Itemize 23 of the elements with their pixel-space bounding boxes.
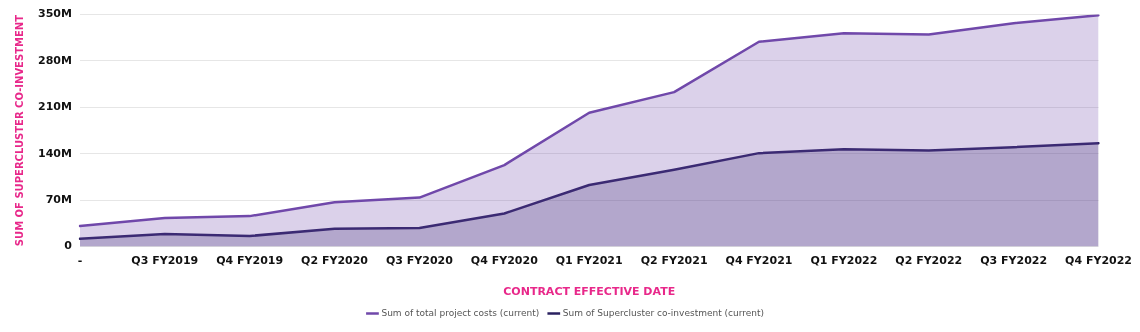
legend-label: Sum of total project costs (current)	[381, 307, 540, 318]
x-tick-label: Q1 FY2022	[810, 254, 878, 268]
x-tick-label: Q4 FY2022	[1065, 254, 1132, 268]
x-tick-label: Q2 FY2020	[301, 254, 369, 268]
y-tick-label: 70M	[45, 193, 72, 207]
y-axis-title: SUM OF SUPERCLUSTER CO-INVESTMENT	[13, 14, 25, 247]
x-tick-label: Q3 FY2020	[385, 254, 454, 268]
x-axis-title: CONTRACT EFFECTIVE DATE	[503, 285, 676, 299]
legend-label: Sum of Supercluster co-investment (current)	[562, 307, 765, 318]
x-tick-label: Q4 FY2020	[470, 254, 539, 268]
y-tick-label: 140M	[37, 146, 72, 160]
x-tick-label: Q2 FY2021	[640, 254, 708, 268]
x-tick-label: Q2 FY2022	[895, 254, 963, 268]
x-tick-label: Q3 FY2019	[131, 254, 199, 268]
y-tick-label: 280M	[37, 53, 72, 67]
x-tick-label: Q3 FY2022	[980, 254, 1048, 268]
x-tick-label: Q4 FY2019	[216, 254, 284, 268]
x-tick-label: Q4 FY2021	[725, 254, 793, 268]
y-tick-label: 350M	[37, 7, 72, 21]
y-tick-label: 210M	[37, 100, 72, 114]
y-tick-label: 0	[64, 239, 73, 253]
x-tick-label: Q1 FY2021	[555, 254, 623, 268]
x-tick-label: -	[77, 254, 83, 268]
